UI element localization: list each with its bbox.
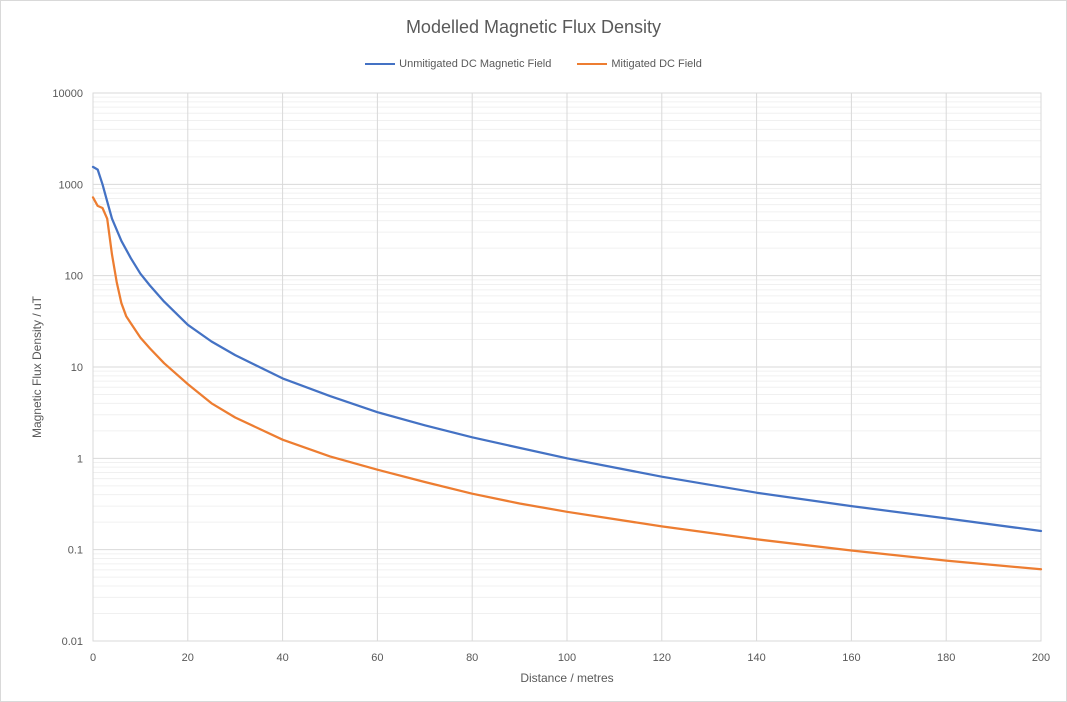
x-tick-label: 40 <box>276 652 288 664</box>
y-tick-label: 100 <box>65 271 83 283</box>
legend-label-mitigated: Mitigated DC Field <box>611 58 702 70</box>
x-tick-label: 20 <box>182 652 194 664</box>
x-tick-label: 80 <box>466 652 478 664</box>
chart-legend: Unmitigated DC Magnetic Field Mitigated … <box>1 58 1066 70</box>
series-lines <box>91 165 1043 571</box>
x-tick-label: 120 <box>653 652 671 664</box>
series-line-unmitigated <box>91 165 1043 533</box>
y-tick-labels: 0.01 0.1 1 10 100 1000 10000 <box>52 88 83 648</box>
x-tick-label: 180 <box>937 652 955 664</box>
y-tick-label: 10000 <box>52 88 83 100</box>
y-tick-label: 1 <box>77 453 83 465</box>
x-tick-labels: 0 20 40 60 80 100 120 140 160 180 200 <box>90 652 1050 664</box>
chart-title: Modelled Magnetic Flux Density <box>405 17 662 37</box>
legend-item-mitigated: Mitigated DC Field <box>577 58 702 70</box>
x-tick-label: 60 <box>371 652 383 664</box>
x-tick-label: 0 <box>90 652 96 664</box>
legend-label-unmitigated: Unmitigated DC Magnetic Field <box>399 58 552 70</box>
series-line-mitigated <box>91 196 1043 571</box>
y-axis-title: Magnetic Flux Density / uT <box>30 295 44 438</box>
x-tick-label: 100 <box>558 652 576 664</box>
y-tick-label: 10 <box>71 362 83 374</box>
y-tick-label: 0.1 <box>68 545 83 557</box>
x-tick-label: 160 <box>842 652 860 664</box>
y-tick-label: 0.01 <box>62 636 83 648</box>
legend-swatch-unmitigated <box>365 63 396 65</box>
legend-item-unmitigated: Unmitigated DC Magnetic Field <box>365 58 551 70</box>
y-tick-label: 1000 <box>59 179 83 191</box>
plot-border <box>92 92 1042 642</box>
x-tick-label: 140 <box>747 652 765 664</box>
x-tick-label: 200 <box>1032 652 1050 664</box>
x-axis-title: Distance / metres <box>520 671 613 685</box>
legend-swatch-mitigated <box>577 63 608 65</box>
